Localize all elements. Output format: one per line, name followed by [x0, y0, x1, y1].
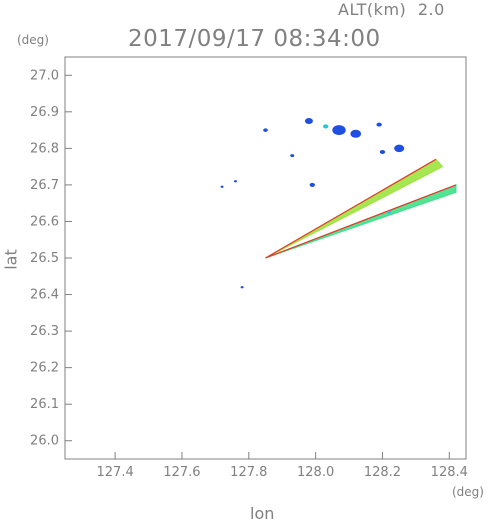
- y-tick-label: 26.3: [30, 324, 59, 339]
- y-tick-label: 26.1: [30, 397, 59, 412]
- echo-cell: [376, 122, 382, 127]
- y-tick-label: 27.0: [30, 68, 59, 83]
- echo-cell: [309, 182, 315, 187]
- echo-cell: [240, 286, 244, 289]
- altitude-label-text: ALT(km): [338, 0, 407, 19]
- x-axis-label: lon: [250, 504, 275, 523]
- y-tick-label: 26.4: [30, 288, 59, 303]
- echo-cell: [233, 180, 237, 183]
- y-axis-ticks: 26.0 26.1 26.2 26.3 26.4 26.5 26.6 26.7 26.8 26.9…: [30, 68, 72, 449]
- x-axis-unit: (deg): [452, 485, 484, 499]
- echo-cell: [332, 125, 346, 136]
- y-tick-label: 26.2: [30, 361, 59, 376]
- y-tick-label: 26.0: [30, 434, 59, 449]
- x-tick-label: 128.4: [431, 465, 468, 480]
- altitude-value: 2.0: [417, 0, 445, 19]
- y-axis-unit: (deg): [17, 33, 49, 47]
- echo-cell: [322, 124, 329, 129]
- y-tick-label: 26.8: [30, 141, 59, 156]
- x-tick-label: 128.0: [297, 465, 334, 480]
- echo-wedge-edge: [265, 158, 437, 259]
- echo-layer: [220, 117, 457, 289]
- y-tick-label: 26.7: [30, 178, 59, 193]
- echo-wedge-edge: [265, 184, 457, 259]
- y-tick-label: 26.5: [30, 251, 59, 266]
- echo-cell: [220, 185, 224, 188]
- altitude-label: ALT(km) 2.0: [338, 0, 445, 19]
- y-tick-label: 26.9: [30, 105, 59, 120]
- x-axis-ticks: 127.4 127.6 127.8 128.0 128.2 128.4: [97, 452, 468, 480]
- x-tick-label: 128.2: [364, 465, 401, 480]
- echo-cell: [387, 210, 392, 214]
- echo-cell: [290, 154, 295, 158]
- echo-cell: [350, 129, 362, 138]
- x-tick-label: 127.8: [230, 465, 267, 480]
- echo-cell: [379, 150, 386, 155]
- echo-cell: [394, 144, 405, 153]
- y-tick-label: 26.6: [30, 214, 59, 229]
- x-tick-label: 127.4: [97, 465, 134, 480]
- echo-cell: [304, 117, 313, 124]
- echo-cell: [263, 128, 268, 132]
- x-tick-label: 127.6: [163, 465, 200, 480]
- chart-title: 2017/09/17 08:34:00: [128, 26, 381, 52]
